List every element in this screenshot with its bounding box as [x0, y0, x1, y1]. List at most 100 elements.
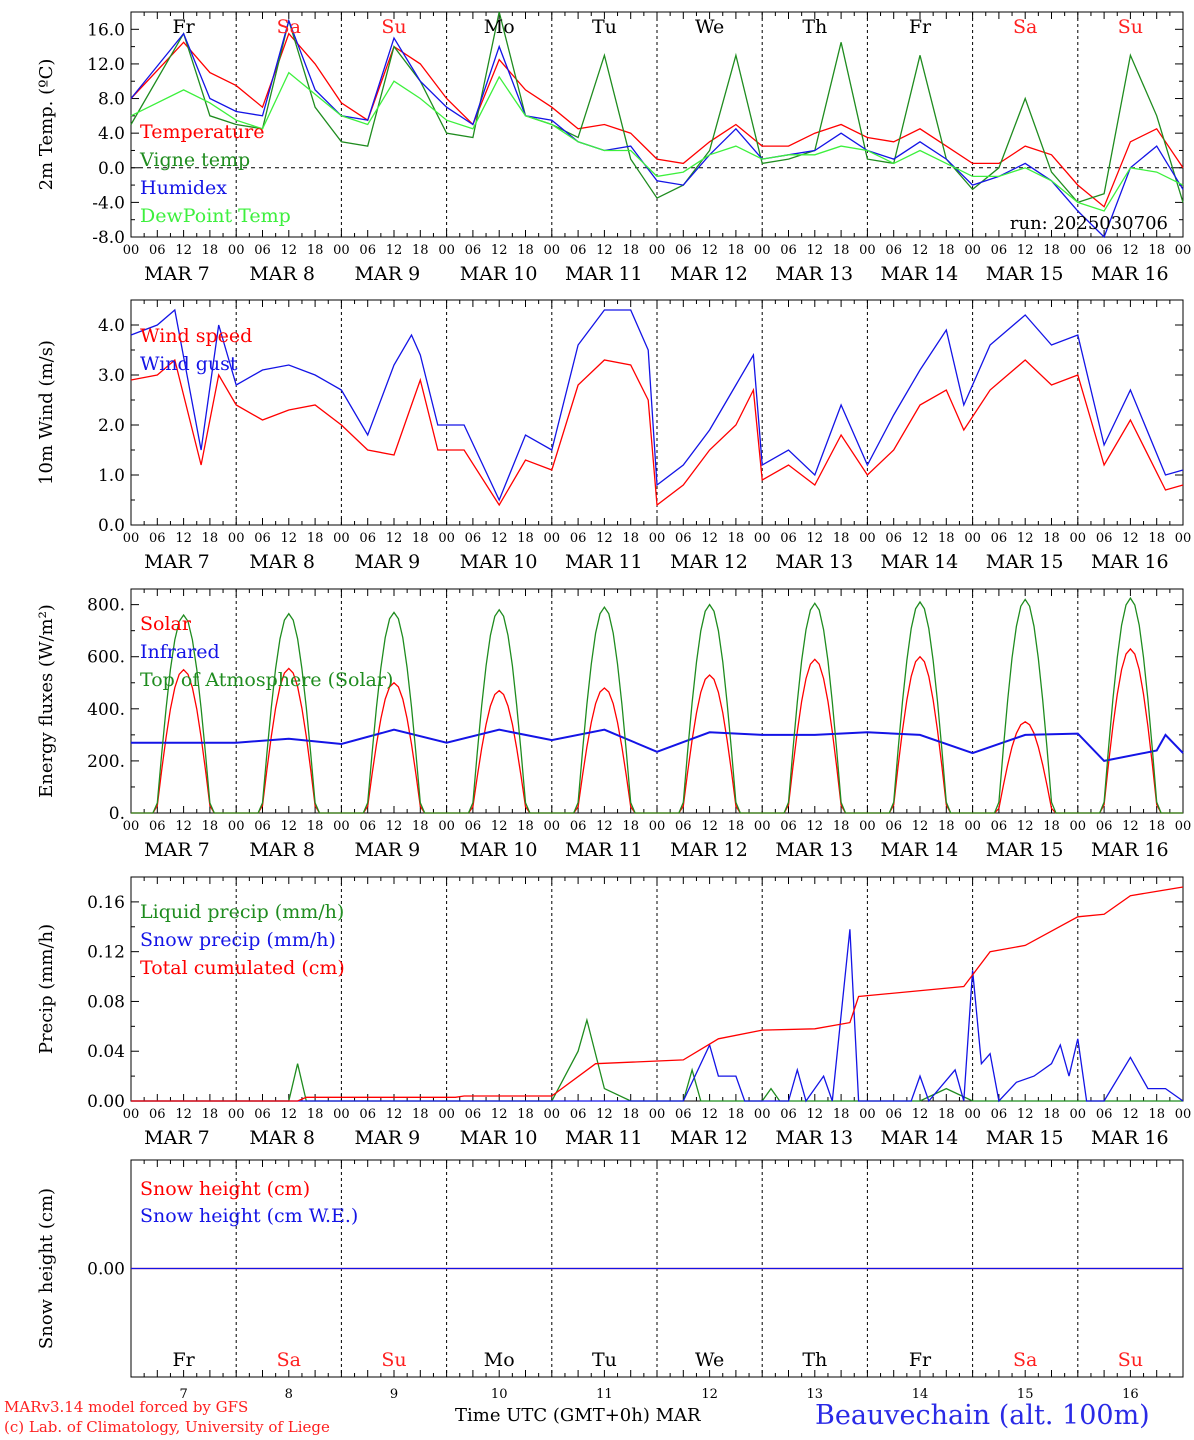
hour-tick-label: 12: [491, 531, 508, 546]
day-number: 12: [701, 1387, 718, 1402]
hour-tick-label: 00: [544, 531, 561, 546]
date-label: MAR 12: [670, 1127, 748, 1149]
hour-tick-label: 06: [675, 819, 692, 834]
date-label: MAR 9: [355, 551, 421, 573]
x-axis-title: Time UTC (GMT+0h) MAR: [455, 1405, 701, 1426]
hour-tick-label: 12: [491, 819, 508, 834]
day-number: 14: [912, 1387, 929, 1402]
hour-tick-label: 18: [938, 243, 955, 258]
hour-tick-label: 00: [438, 243, 455, 258]
date-label: MAR 13: [775, 551, 853, 573]
date-label: MAR 16: [1091, 263, 1169, 285]
legend-entry: Wind speed: [140, 325, 252, 347]
hour-tick-label: 12: [386, 819, 403, 834]
hour-tick-label: 00: [123, 243, 140, 258]
hour-tick-label: 12: [281, 531, 298, 546]
hour-tick-label: 18: [202, 1107, 219, 1122]
y-tick-label: 4.0: [98, 316, 125, 336]
hour-tick-label: 18: [412, 1107, 429, 1122]
day-abbr: Mo: [484, 16, 515, 38]
day-number: 11: [596, 1387, 613, 1402]
date-label: MAR 12: [670, 839, 748, 861]
hour-tick-label: 12: [912, 819, 929, 834]
hour-tick-label: 06: [254, 531, 271, 546]
y-tick-label: 200.: [87, 752, 125, 772]
legend-entry: Infrared: [140, 641, 220, 663]
hour-tick-label: 00: [1070, 243, 1087, 258]
hour-tick-label: 18: [517, 243, 534, 258]
y-tick-label: 8.0: [98, 90, 125, 110]
hour-tick-label: 18: [307, 819, 324, 834]
legend-entry: Solar: [140, 613, 192, 635]
hour-tick-label: 18: [622, 243, 639, 258]
panel-flux: 800. 600. 400. 200. 0. Energy fluxes (W/m²) So…: [36, 588, 1192, 861]
hour-tick-label: 18: [1148, 819, 1165, 834]
y-axis-label: Snow height (cm): [36, 1188, 57, 1349]
hour-tick-label: 00: [1175, 243, 1192, 258]
hour-tick-label: 12: [281, 243, 298, 258]
day-abbr: We: [695, 16, 724, 38]
hour-tick-label: 18: [833, 243, 850, 258]
y-tick-label: 600.: [87, 648, 125, 668]
hour-tick-label: 12: [281, 819, 298, 834]
hour-tick-label: 12: [596, 531, 613, 546]
y-tick-label: -8.0: [92, 228, 125, 248]
hour-tick-label: 00: [123, 1107, 140, 1122]
legend-entry: Liquid precip (mm/h): [140, 901, 344, 923]
hour-tick-label: 00: [859, 531, 876, 546]
hour-tick-label: 18: [517, 531, 534, 546]
hour-tick-label: 06: [780, 819, 797, 834]
hour-tick-label: 18: [1043, 819, 1060, 834]
hour-tick-label: 12: [175, 531, 192, 546]
date-label: MAR 11: [565, 839, 643, 861]
hour-tick-label: 18: [833, 819, 850, 834]
date-label: MAR 10: [460, 263, 538, 285]
hour-tick-label: 12: [386, 243, 403, 258]
hour-tick-label: 06: [254, 1107, 271, 1122]
hour-tick-label: 12: [281, 1107, 298, 1122]
date-label: MAR 7: [144, 839, 210, 861]
hour-tick-label: 00: [964, 819, 981, 834]
date-label: MAR 12: [670, 263, 748, 285]
y-axis-label: 2m Temp. (ºC): [36, 59, 57, 191]
y-tick-label: 4.0: [98, 124, 125, 144]
hour-tick-label: 00: [964, 1107, 981, 1122]
hour-tick-label: 00: [859, 243, 876, 258]
series-snow-precip-mm-h-: [131, 929, 1184, 1103]
y-tick-label: 12.0: [87, 55, 125, 75]
model-credit: MARv3.14 model forced by GFS: [4, 1398, 249, 1416]
date-label: MAR 10: [460, 551, 538, 573]
hour-tick-label: 00: [544, 1107, 561, 1122]
date-label: MAR 14: [881, 551, 959, 573]
hour-tick-label: 18: [728, 531, 745, 546]
day-number: 16: [1122, 1387, 1139, 1402]
hour-tick-label: 06: [675, 531, 692, 546]
series-vigne-temp: [130, 11, 1184, 204]
date-label: MAR 16: [1091, 551, 1169, 573]
hour-tick-label: 00: [228, 243, 245, 258]
hour-tick-label: 06: [359, 531, 376, 546]
hour-tick-label: 18: [412, 531, 429, 546]
hour-tick-label: 12: [912, 1107, 929, 1122]
panel-temp: 16.0 12.0 8.0 4.0 0.0 -4.0 -8.0 2m Temp. (ºC) Te…: [36, 11, 1192, 285]
day-abbr: We: [695, 1349, 724, 1371]
panel-wind: 4.0 3.0 2.0 1.0 0.0 10m Wind (m/s) Wind speed W…: [36, 299, 1191, 573]
hour-tick-label: 06: [359, 819, 376, 834]
hour-tick-label: 12: [175, 1107, 192, 1122]
hour-tick-label: 06: [675, 243, 692, 258]
hour-tick-label: 06: [570, 1107, 587, 1122]
date-label: MAR 13: [775, 1127, 853, 1149]
plot-frame: [130, 299, 1184, 526]
hour-tick-label: 18: [1043, 243, 1060, 258]
date-label: MAR 10: [460, 1127, 538, 1149]
day-abbr: Tu: [592, 1349, 617, 1371]
day-number: 9: [390, 1387, 398, 1402]
hour-tick-label: 18: [202, 243, 219, 258]
hour-tick-label: 00: [228, 531, 245, 546]
y-tick-label: 0.00: [87, 1092, 125, 1112]
hour-tick-label: 06: [149, 819, 166, 834]
hour-tick-label: 00: [1175, 819, 1192, 834]
hour-tick-label: 00: [964, 531, 981, 546]
date-label: MAR 8: [249, 551, 315, 573]
date-label: MAR 12: [670, 551, 748, 573]
